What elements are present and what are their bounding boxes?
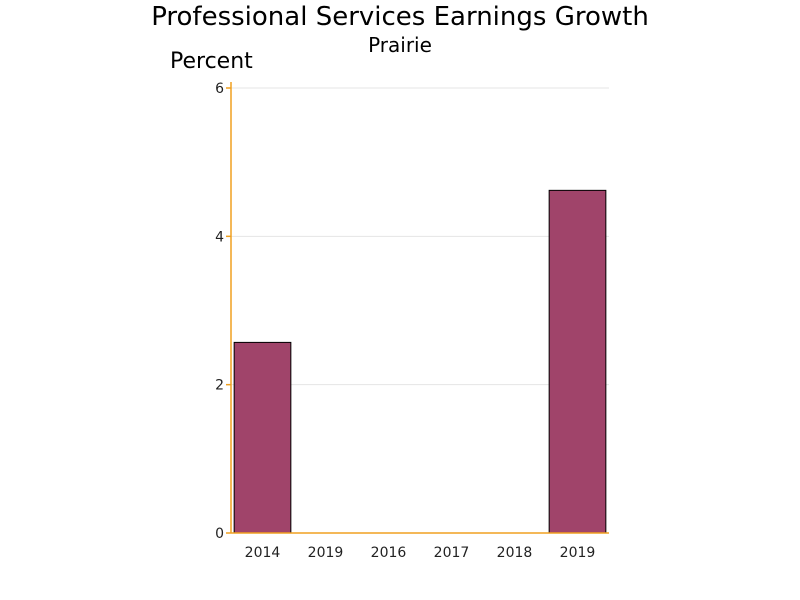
chart-subtitle: Prairie xyxy=(368,33,432,57)
x-ticks: 2014 2019 2016 2017 2018 2019 xyxy=(245,545,596,561)
x-tick-label: 2019 xyxy=(308,545,344,561)
axes xyxy=(230,82,609,534)
x-tick-label: 2016 xyxy=(371,545,407,561)
x-tick-label: 2014 xyxy=(245,545,281,561)
y-tick-label: 6 xyxy=(215,81,224,97)
y-ticks: 0 2 4 6 xyxy=(215,81,231,542)
y-tick-label: 2 xyxy=(215,378,224,394)
y-tick-label: 0 xyxy=(215,526,224,542)
chart-title: Professional Services Earnings Growth xyxy=(151,2,649,32)
gridlines xyxy=(231,87,609,386)
x-tick-label: 2019 xyxy=(560,545,596,561)
y-axis-label: Percent xyxy=(170,49,253,74)
x-tick-label: 2017 xyxy=(434,545,470,561)
y-tick-label: 4 xyxy=(215,229,224,245)
bars xyxy=(233,189,607,534)
bar-2014-0 xyxy=(233,341,292,534)
x-tick-label: 2018 xyxy=(497,545,533,561)
bar-2019-5 xyxy=(548,189,607,534)
